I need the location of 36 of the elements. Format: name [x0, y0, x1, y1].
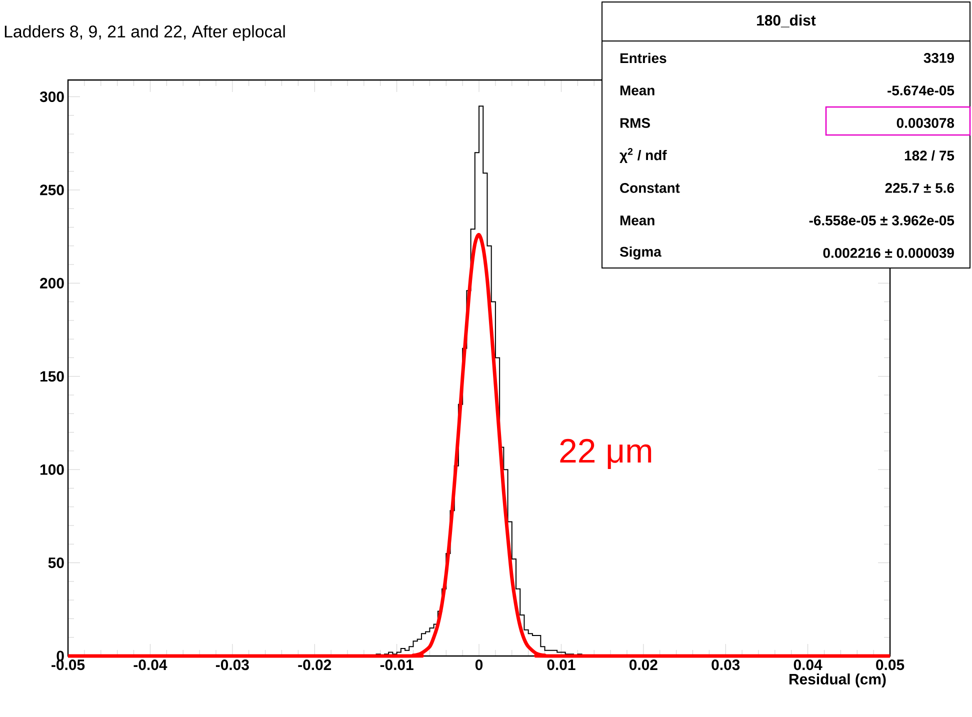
chart-title: Ladders 8, 9, 21 and 22, After eplocal	[4, 25, 285, 41]
x-tick-label: 0	[475, 660, 483, 670]
x-axis-title: Residual (cm)	[790, 674, 886, 688]
text: 180_dist	[757, 14, 816, 28]
text: 0.003078	[896, 118, 954, 128]
line-series	[66, 232, 892, 658]
y-tick-label: 250	[40, 184, 64, 196]
x-tick-label: -0.01	[380, 660, 414, 670]
annotation: 0.002216 ± 0.000039	[823, 248, 954, 258]
x-tick-label: -0.04	[134, 660, 168, 670]
y-tick-label: 100	[40, 464, 64, 475]
annotation: Constant	[620, 183, 680, 193]
x-tick-label: 0.03	[712, 660, 740, 670]
annotation: -6.558e-05 ± 3.962e-05	[809, 216, 954, 226]
annotation: Sigma	[620, 246, 662, 260]
text: Entries	[620, 52, 666, 64]
x-tick-label: 0.02	[629, 660, 658, 670]
x-tick-label: -0.02	[298, 660, 332, 670]
annotation: Mean	[620, 86, 654, 96]
annotation: χ$^{2}$ / ndf	[620, 148, 667, 163]
y-tick-label: 150	[40, 371, 64, 382]
annotation: -5.674e-05	[888, 86, 954, 96]
annotation: 225.7 ± 5.6	[885, 183, 954, 193]
x-tick-label: 0.04	[794, 660, 822, 670]
text: 182 / 75	[904, 150, 954, 161]
x-tick-label: -0.05	[52, 660, 85, 670]
y-tick-label: 300	[40, 91, 64, 102]
annotation: Mean	[620, 216, 654, 226]
y-tick-label: 200	[40, 278, 64, 288]
x-tick-label: 0.01	[547, 660, 576, 670]
x-tick-label: 0.05	[876, 660, 904, 670]
y-tick-label: 50	[48, 557, 64, 568]
x-tick-label: -0.03	[216, 660, 249, 670]
text: 3319	[924, 53, 954, 63]
annotation: 22 μm	[560, 438, 652, 470]
annotation: RMS	[620, 118, 650, 128]
